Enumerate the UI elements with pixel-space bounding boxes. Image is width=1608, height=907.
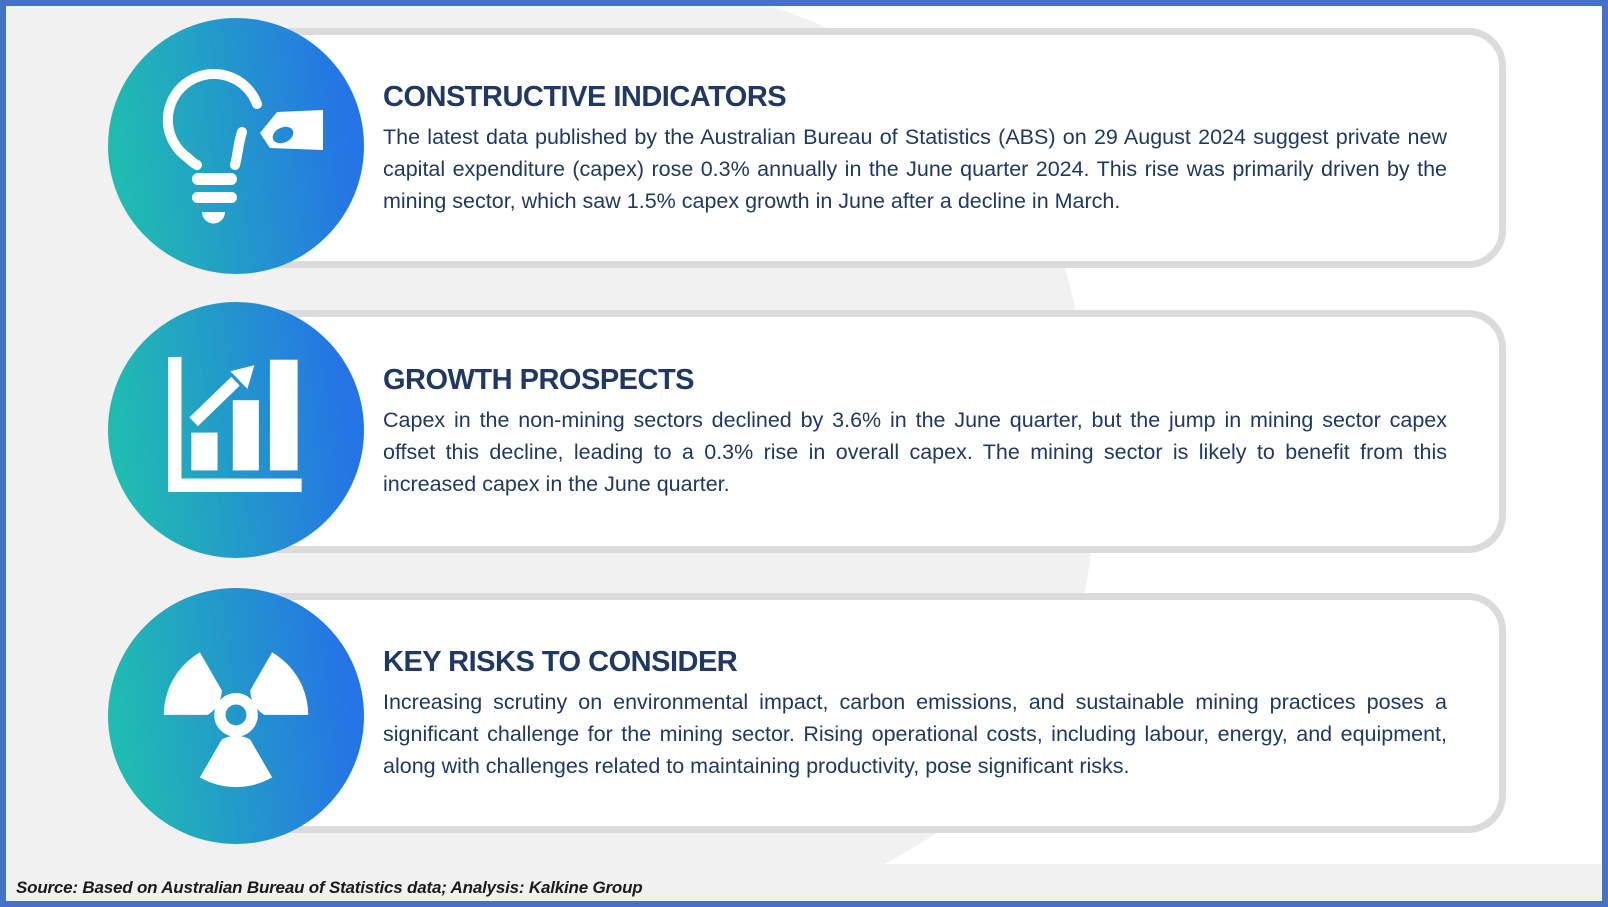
growth-bar-chart-icon [168,357,302,492]
section-body-text: Increasing scrutiny on environmental imp… [383,689,1447,778]
section-body-text: The latest data published by the Austral… [383,124,1447,213]
section-card-key-risks: KEY RISKS TO CONSIDER Increasing scrutin… [193,593,1506,833]
icon-badge-constructive-indicators [108,18,364,274]
section-card-growth-prospects: GROWTH PROSPECTS Capex in the non-mining… [193,310,1506,553]
section-body-text: Capex in the non-mining sectors declined… [383,408,1447,496]
icon-badge-growth-prospects [108,302,364,558]
section-title: KEY RISKS TO CONSIDER [383,645,738,678]
section-title: CONSTRUCTIVE INDICATORS [383,80,787,113]
icon-badge-key-risks [108,588,364,844]
radiation-icon [163,652,309,788]
lightbulb-tag-icon [162,69,323,224]
source-note: Source: Based on Australian Bureau of St… [16,878,643,897]
section-title: GROWTH PROSPECTS [383,364,695,396]
section-card-constructive-indicators: CONSTRUCTIVE INDICATORS The latest data … [193,28,1506,268]
